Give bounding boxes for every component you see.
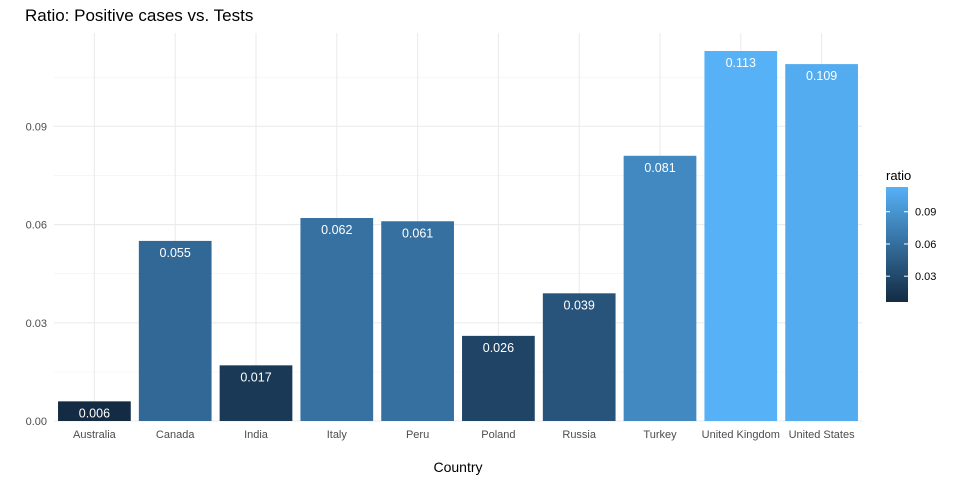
legend-title: ratio [886, 168, 911, 183]
x-tick-label: India [244, 429, 269, 441]
bar-data-label: 0.062 [321, 223, 352, 237]
bar [542, 293, 616, 421]
bar-data-label: 0.061 [402, 226, 433, 240]
bar-data-label: 0.109 [806, 69, 837, 83]
x-tick-label: Italy [327, 429, 348, 441]
x-tick-label: Poland [481, 429, 515, 441]
bar-data-label: 0.017 [240, 370, 271, 384]
y-tick-label: 0.00 [26, 416, 47, 428]
bar [58, 401, 131, 421]
bar [381, 221, 454, 421]
x-tick-label: United States [789, 429, 856, 441]
legend-tick-label: 0.03 [915, 271, 936, 283]
bar-data-label: 0.006 [79, 406, 110, 420]
bar [462, 335, 535, 421]
legend: ratio 0.03 0.06 0.09 [886, 168, 936, 302]
bar [219, 365, 293, 421]
bar [623, 155, 697, 422]
bar-data-label: 0.081 [644, 161, 675, 175]
x-tick-label: United Kingdom [702, 429, 780, 441]
y-tick-label: 0.03 [26, 318, 47, 330]
x-tick-label: Turkey [643, 429, 677, 441]
legend-colorbar [886, 187, 908, 302]
chart-title: Ratio: Positive cases vs. Tests [25, 6, 253, 25]
x-axis-title: Country [433, 459, 482, 475]
x-tick-label: Peru [406, 429, 429, 441]
x-tick-label: Canada [156, 429, 195, 441]
bar [138, 240, 212, 421]
bar-data-label: 0.026 [483, 341, 514, 355]
y-tick-label: 0.09 [26, 121, 47, 133]
legend-tick-label: 0.06 [915, 239, 936, 251]
x-tick-label: Australia [73, 429, 117, 441]
y-tick-label: 0.06 [26, 220, 47, 232]
bar-data-label: 0.113 [726, 56, 756, 70]
bar [300, 217, 374, 421]
bar [704, 51, 778, 422]
bar-data-label: 0.055 [160, 246, 191, 260]
bar-data-label: 0.039 [564, 298, 595, 312]
plot-panel: 0.00 0.03 0.06 0.09 0.006 Australia 0.055 Canad… [26, 33, 862, 441]
x-tick-label: Russia [562, 429, 597, 441]
legend-tick-label: 0.09 [915, 207, 936, 219]
bar [785, 64, 858, 422]
